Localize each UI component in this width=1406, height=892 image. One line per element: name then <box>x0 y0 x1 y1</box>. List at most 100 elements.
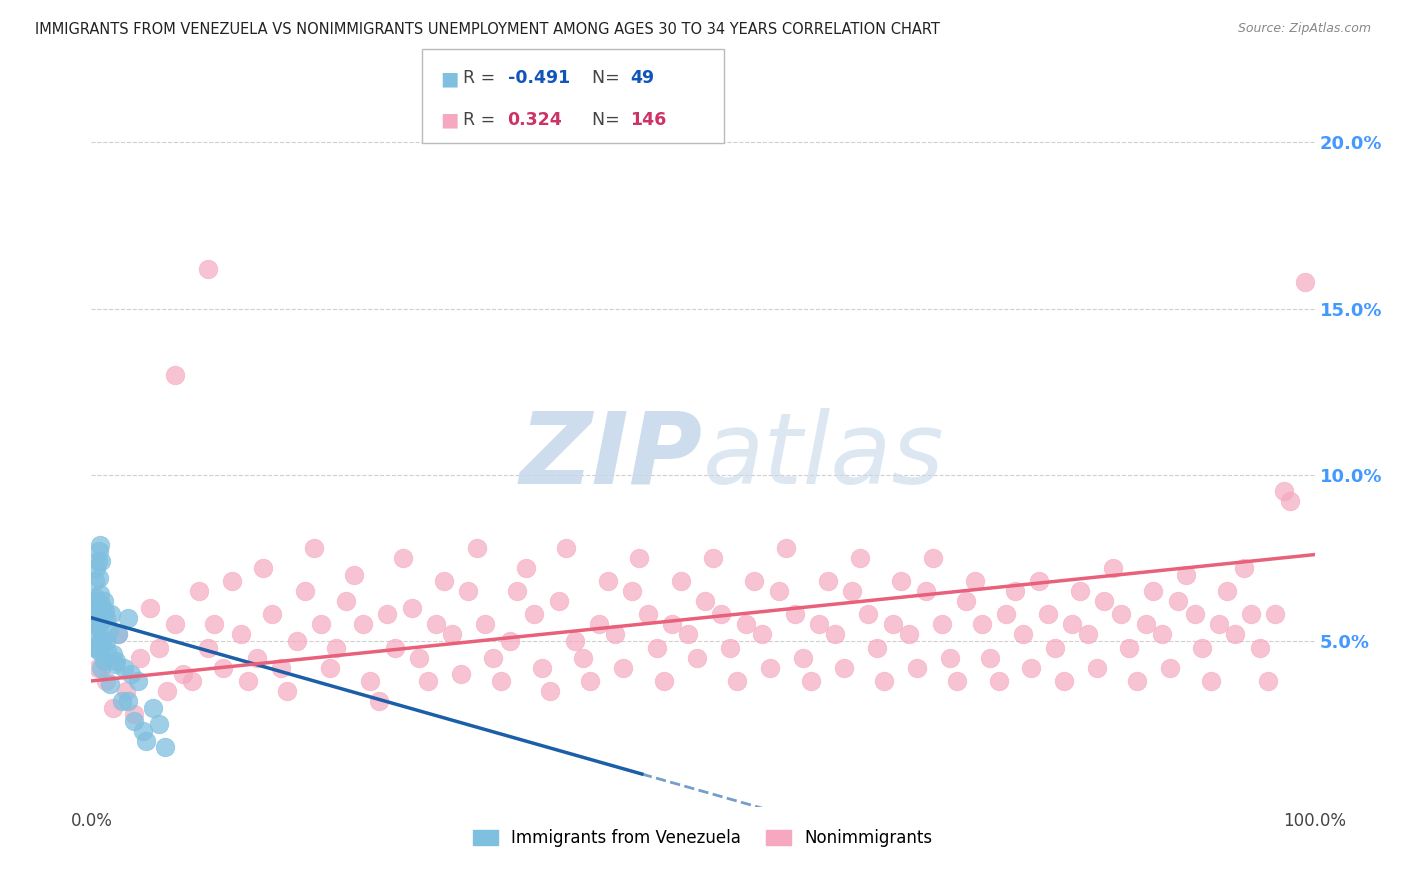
Point <box>1208 617 1230 632</box>
Point <box>1150 627 1173 641</box>
Point <box>122 707 145 722</box>
Point <box>425 617 447 632</box>
Point <box>652 673 675 688</box>
Point <box>141 700 163 714</box>
Point <box>343 567 366 582</box>
Point <box>1019 660 1042 674</box>
Point <box>132 723 155 738</box>
Point <box>1233 561 1256 575</box>
Point <box>84 591 107 605</box>
Point <box>311 617 333 632</box>
Point <box>1279 494 1302 508</box>
Point <box>408 650 430 665</box>
Point <box>245 650 267 665</box>
Point <box>946 673 969 688</box>
Point <box>93 654 115 668</box>
Point <box>236 673 259 688</box>
Point <box>384 640 406 655</box>
Point <box>212 660 235 674</box>
Point <box>939 650 962 665</box>
Text: atlas: atlas <box>703 408 945 505</box>
Point <box>905 660 928 674</box>
Point <box>97 624 120 638</box>
Point <box>988 673 1011 688</box>
Point <box>84 574 107 589</box>
Point <box>897 627 920 641</box>
Point <box>401 600 423 615</box>
Point <box>302 541 325 555</box>
Point <box>319 660 342 674</box>
Point <box>1111 607 1133 622</box>
Point <box>1126 673 1149 688</box>
Point <box>768 584 790 599</box>
Point <box>197 261 219 276</box>
Point <box>325 640 347 655</box>
Point <box>1069 584 1091 599</box>
Point <box>800 673 823 688</box>
Point <box>84 611 107 625</box>
Point <box>117 694 139 708</box>
Point <box>678 627 700 641</box>
Point <box>841 584 863 599</box>
Point <box>180 673 202 688</box>
Point <box>94 673 117 688</box>
Point <box>91 634 114 648</box>
Point <box>127 673 149 688</box>
Point <box>523 607 546 622</box>
Point <box>612 660 634 674</box>
Point <box>93 594 115 608</box>
Point <box>433 574 456 589</box>
Point <box>172 667 194 681</box>
Text: -0.491: -0.491 <box>508 70 569 87</box>
Point <box>335 594 357 608</box>
Point <box>89 538 111 552</box>
Point <box>474 617 496 632</box>
Point <box>465 541 488 555</box>
Point <box>572 650 595 665</box>
Point <box>1004 584 1026 599</box>
Text: ZIP: ZIP <box>520 408 703 505</box>
Point <box>866 640 889 655</box>
Point <box>111 694 134 708</box>
Text: N=: N= <box>592 112 626 129</box>
Point <box>744 574 766 589</box>
Point <box>759 660 782 674</box>
Point <box>104 657 127 672</box>
Point <box>1167 594 1189 608</box>
Point <box>90 598 112 612</box>
Point <box>596 574 619 589</box>
Point <box>970 617 993 632</box>
Point <box>824 627 846 641</box>
Point <box>82 607 104 622</box>
Point <box>603 627 626 641</box>
Point <box>163 368 186 382</box>
Point <box>579 673 602 688</box>
Point <box>94 611 117 625</box>
Point <box>1028 574 1050 589</box>
Point <box>489 673 512 688</box>
Point <box>86 640 108 655</box>
Point <box>931 617 953 632</box>
Point <box>84 561 107 575</box>
Point <box>555 541 578 555</box>
Point <box>457 584 479 599</box>
Point <box>100 607 122 622</box>
Point <box>285 634 308 648</box>
Point <box>848 550 870 565</box>
Point <box>515 561 537 575</box>
Point <box>1272 484 1295 499</box>
Point <box>94 604 117 618</box>
Point <box>103 648 125 662</box>
Point <box>262 607 284 622</box>
Point <box>86 617 108 632</box>
Point <box>588 617 610 632</box>
Point <box>725 673 748 688</box>
Point <box>1223 627 1246 641</box>
Point <box>1184 607 1206 622</box>
Point <box>882 617 904 632</box>
Point <box>377 607 399 622</box>
Point <box>914 584 936 599</box>
Point <box>83 594 105 608</box>
Point <box>87 621 110 635</box>
Text: ■: ■ <box>440 111 458 130</box>
